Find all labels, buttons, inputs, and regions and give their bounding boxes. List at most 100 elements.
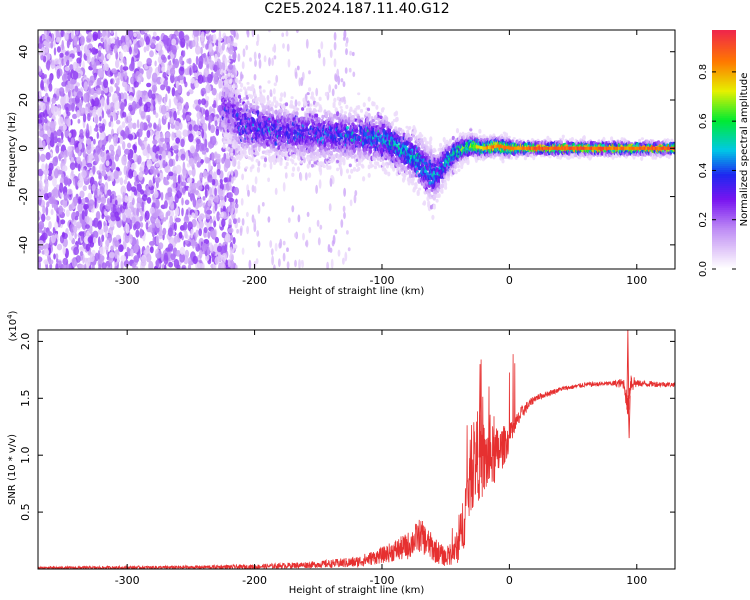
faint-speckle — [337, 75, 341, 86]
noise-speckle — [178, 66, 185, 76]
ridge-cell — [270, 101, 275, 107]
noise-speckle — [78, 264, 85, 269]
ridge-cell — [367, 172, 371, 178]
noise-speckle — [53, 253, 56, 260]
noise-speckle — [182, 187, 186, 194]
noise-speckle — [44, 83, 48, 93]
noise-speckle — [161, 150, 167, 159]
noise-speckle — [53, 58, 60, 65]
noise-speckle — [63, 57, 66, 66]
noise-speckle — [42, 140, 46, 150]
noise-speckle — [133, 43, 139, 54]
faint-speckle — [294, 259, 297, 268]
ridge-cell — [296, 107, 300, 111]
noise-speckle — [167, 187, 173, 195]
noise-speckle — [207, 199, 212, 207]
ridge-cell — [256, 167, 261, 173]
noise-speckle — [158, 118, 161, 128]
faint-speckle — [343, 187, 346, 197]
noise-speckle — [51, 136, 55, 146]
noise-speckle — [77, 51, 81, 56]
noise-speckle — [171, 87, 176, 97]
noise-speckle — [94, 252, 99, 262]
ridge-cell — [369, 148, 373, 154]
noise-speckle — [224, 195, 227, 203]
noise-speckle — [168, 261, 174, 268]
noise-speckle — [145, 253, 152, 263]
noise-speckle — [154, 177, 161, 184]
noise-speckle — [45, 215, 51, 221]
ridge-cell — [291, 172, 295, 177]
faint-speckle — [231, 201, 235, 212]
faint-speckle — [282, 182, 286, 192]
noise-speckle — [214, 120, 218, 127]
noise-speckle — [101, 213, 105, 220]
noise-speckle — [150, 42, 155, 48]
noise-speckle — [189, 157, 195, 167]
noise-speckle — [209, 136, 213, 145]
ridge-cell — [230, 74, 235, 78]
noise-speckle — [93, 152, 99, 161]
ridge-cell — [310, 163, 314, 168]
noise-speckle — [151, 93, 156, 100]
noise-speckle — [199, 172, 203, 182]
noise-speckle — [185, 209, 189, 216]
noise-speckle — [56, 258, 59, 264]
noise-speckle — [109, 195, 113, 204]
noise-speckle — [185, 151, 189, 162]
noise-speckle — [136, 119, 140, 129]
noise-speckle — [122, 66, 129, 71]
noise-speckle — [44, 243, 50, 249]
noise-speckle — [74, 175, 78, 186]
noise-speckle — [172, 181, 177, 189]
noise-speckle — [232, 42, 238, 47]
noise-speckle — [137, 94, 141, 100]
noise-speckle — [161, 66, 166, 73]
ridge-cell — [345, 104, 349, 109]
faint-speckle — [273, 55, 277, 60]
noise-speckle — [188, 133, 194, 143]
ridge-cell — [342, 160, 346, 166]
faint-speckle — [352, 71, 356, 78]
noise-speckle — [127, 160, 131, 168]
noise-speckle — [163, 200, 168, 209]
ridge-cell — [245, 154, 249, 158]
noise-speckle — [83, 92, 89, 103]
noise-speckle — [224, 158, 231, 169]
noise-speckle — [86, 54, 91, 64]
noise-speckle — [183, 76, 186, 84]
noise-speckle — [178, 231, 183, 239]
noise-speckle — [104, 63, 110, 72]
faint-speckle — [342, 205, 346, 213]
ridge-cell — [235, 98, 239, 102]
faint-speckle — [285, 30, 289, 37]
noise-speckle — [209, 218, 214, 224]
noise-speckle — [167, 121, 171, 130]
noise-speckle — [73, 246, 80, 256]
noise-speckle — [58, 116, 64, 127]
noise-speckle — [81, 210, 85, 221]
noise-speckle — [99, 125, 104, 133]
noise-speckle — [73, 47, 77, 53]
noise-speckle — [205, 43, 209, 50]
noise-speckle — [114, 31, 118, 40]
noise-speckle — [61, 40, 64, 51]
noise-speckle — [208, 114, 213, 123]
ridge-cell — [333, 97, 337, 103]
noise-speckle — [181, 266, 186, 269]
ridge-cell — [286, 157, 290, 161]
faint-speckle — [305, 38, 309, 49]
noise-speckle — [196, 198, 203, 208]
noise-speckle — [87, 113, 91, 122]
noise-speckle — [128, 95, 134, 101]
faint-speckle — [300, 76, 304, 87]
noise-speckle — [80, 35, 85, 46]
ridge-cell — [308, 172, 312, 178]
noise-speckle — [92, 236, 97, 244]
noise-speckle — [116, 86, 120, 93]
noise-speckle — [155, 199, 160, 209]
noise-speckle — [155, 253, 161, 259]
noise-speckle — [39, 112, 45, 118]
ridge-cell — [327, 160, 331, 164]
